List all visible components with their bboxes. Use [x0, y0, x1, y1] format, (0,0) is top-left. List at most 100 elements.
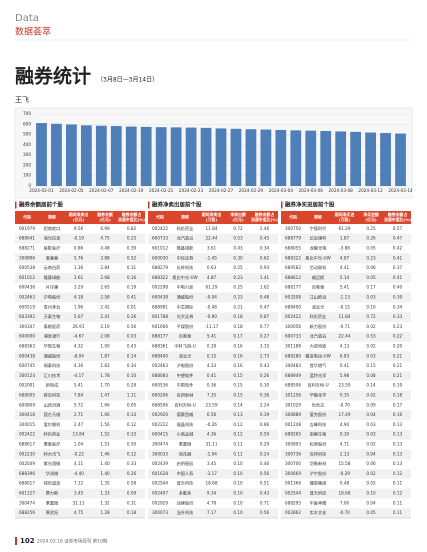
- table-cell: 001366: [285, 481, 301, 486]
- table-cell: 3.88: [100, 255, 110, 260]
- row-stripe: [281, 331, 411, 342]
- table-cell: 1.35: [100, 481, 110, 486]
- row-stripe: [148, 292, 278, 303]
- table-cell: 0.43: [260, 491, 270, 496]
- table-cell: 贵州茅台: [44, 303, 61, 310]
- table-cell: 1.51: [100, 442, 110, 447]
- table-cell: 0.41: [127, 295, 137, 300]
- table-cell: 001979: [19, 226, 35, 231]
- table-cell: 0.16: [393, 412, 403, 417]
- row-stripe: [15, 253, 145, 264]
- table-cell: 0.04: [366, 451, 376, 456]
- table-cell: 福晶科技: [177, 421, 195, 428]
- table-cell: 301188: [285, 344, 301, 349]
- table-cell: 景嘉微: [179, 441, 192, 448]
- table-cell: 0.02: [366, 344, 376, 349]
- row-stripe: [148, 390, 278, 401]
- table-cell: 0.28: [127, 383, 137, 388]
- table-title: 融券净买进居前个股: [285, 201, 335, 209]
- table-title: 融券净卖出居前个股: [152, 201, 202, 209]
- table-cell: 688400: [152, 353, 168, 358]
- table-cell: 688949: [285, 373, 301, 378]
- table-cell: 002001: [19, 383, 35, 388]
- row-stripe: [281, 233, 411, 244]
- row-stripe: [15, 351, 145, 362]
- table-cell: 0.09: [366, 402, 376, 407]
- table-cell: 0.03: [366, 295, 376, 300]
- table-cell: -0.15: [339, 304, 350, 309]
- table-cell: 0.15: [207, 353, 217, 358]
- table-cell: 0.31: [127, 265, 137, 270]
- table-cell: 0.52: [127, 255, 137, 260]
- table-cell: 2.58: [100, 295, 110, 300]
- table-cell: 002929: [152, 500, 168, 505]
- table-cell: 0.33: [127, 412, 137, 417]
- table-cell: 688361: [152, 344, 168, 349]
- table-cell: -0.70: [339, 402, 350, 407]
- column-header: (亿元): [232, 217, 244, 222]
- table-cell: 绿的谐波: [44, 480, 62, 487]
- table-cell: 0.18: [233, 314, 243, 319]
- table-cell: 新力股份: [310, 323, 328, 330]
- table-cell: 0.47: [393, 236, 403, 241]
- table-cell: 新和成: [46, 382, 59, 389]
- table-cell: 小商品城: [177, 431, 195, 438]
- row-stripe: [15, 292, 145, 303]
- table-cell: 601628: [152, 471, 168, 476]
- table-cell: 0.11: [393, 481, 403, 486]
- table-cell: 61.29: [339, 226, 351, 231]
- table-cell: 5.41: [340, 285, 350, 290]
- table-cell: 华融化学: [310, 392, 327, 399]
- row-stripe: [281, 449, 411, 460]
- table-cell: 2.71: [74, 412, 84, 417]
- table-cell: 0.17: [233, 334, 243, 339]
- table-cell: -0.19: [73, 236, 84, 241]
- table-cell: 4.13: [340, 344, 350, 349]
- article-title: 融券统计: [15, 65, 91, 88]
- row-stripe: [148, 508, 278, 518]
- table-cell: 2.68: [100, 275, 110, 280]
- table-cell: 002298: [152, 285, 168, 290]
- table-cell: 0.34: [393, 304, 403, 309]
- table-cell: 0.16: [233, 353, 243, 358]
- table-cell: 688506: [285, 383, 301, 388]
- table-cell: 600809: [19, 402, 35, 407]
- table-cell: 0.87: [260, 314, 270, 319]
- row-stripe: [148, 312, 278, 322]
- table-cell: 301256: [285, 393, 301, 398]
- row-stripe: [148, 351, 278, 362]
- table-cell: 600438: [19, 353, 35, 358]
- table-cell: 0.04: [366, 500, 376, 505]
- x-tick-label: 2024-03-06: [299, 188, 324, 193]
- bar: [275, 129, 287, 186]
- bar: [51, 123, 62, 186]
- table-cell: 0.26: [260, 373, 270, 378]
- table-cell: 0.12: [233, 422, 243, 427]
- table-cell: 300483: [285, 363, 301, 368]
- bar: [95, 125, 107, 186]
- table-cell: 浦发银行: [44, 333, 61, 340]
- table-cell: 0.26: [127, 314, 137, 319]
- table-cell: 61.29: [206, 285, 218, 290]
- table-cell: 0.21: [393, 353, 403, 358]
- table-cell: 0.27: [260, 334, 270, 339]
- table-cell: 紫光国微: [44, 460, 62, 467]
- table-cell: 0.15: [233, 393, 243, 398]
- table-cell: 601666: [152, 324, 168, 329]
- table-cell: 5.76: [74, 255, 84, 260]
- table-cell: 600538: [19, 265, 35, 270]
- table-cell: 5.67: [74, 314, 84, 319]
- table-cell: -0.29: [339, 471, 350, 476]
- table-cell: 0.39: [127, 246, 137, 251]
- row-stripe: [148, 410, 278, 420]
- table-cell: 0.10: [233, 481, 243, 486]
- y-tick-label: 700: [23, 111, 31, 116]
- table-header-bg: [148, 211, 278, 224]
- table-cell: 0.25: [127, 236, 137, 241]
- table-cell: 0.30: [233, 255, 243, 260]
- table-cell: 1.33: [100, 491, 110, 496]
- table-cell: 0.16: [233, 344, 243, 349]
- table-cell: 001248: [285, 422, 301, 427]
- table-cell: 4.33: [207, 363, 217, 368]
- row-stripe: [15, 429, 145, 440]
